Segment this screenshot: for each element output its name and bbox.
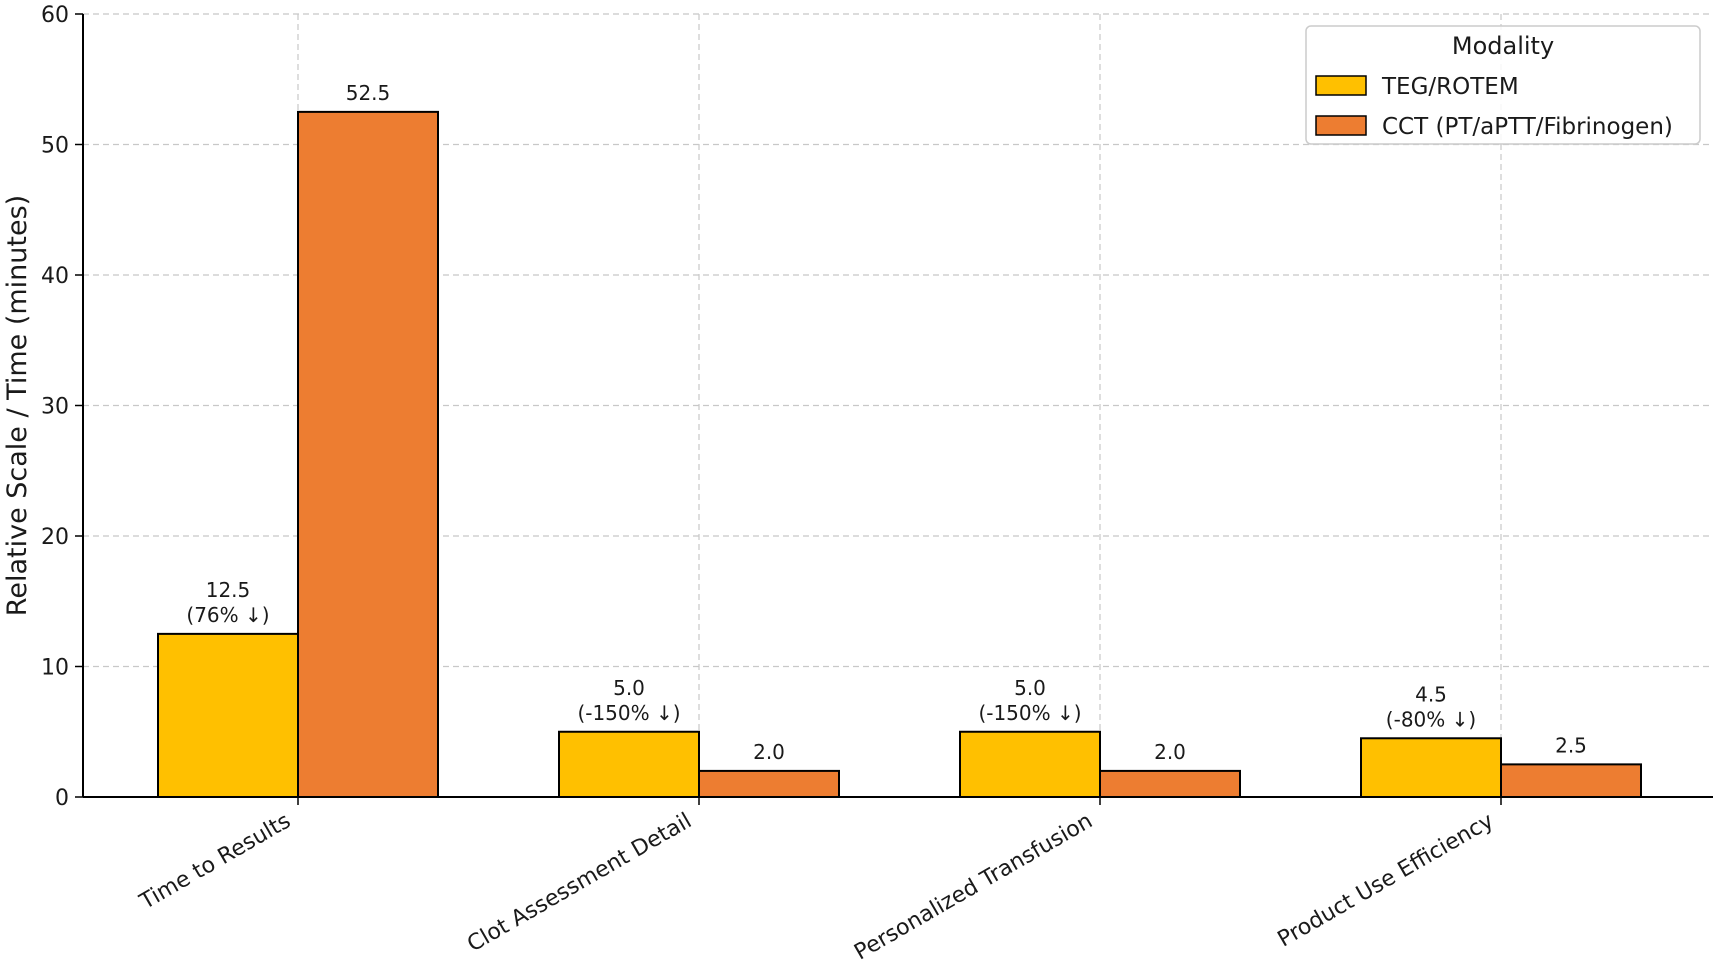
data-label: (-150% ↓) (577, 701, 680, 725)
bars (157, 110, 1642, 799)
data-label: (76% ↓) (186, 603, 269, 627)
data-label: 2.0 (1154, 740, 1186, 764)
legend-title: Modality (1452, 32, 1554, 60)
legend-box (1305, 25, 1701, 145)
x-tick-label: Clot Assessment Detail (463, 809, 696, 958)
legend-swatch (1315, 115, 1367, 136)
bar-teg-rotem-3[interactable] (1360, 737, 1502, 799)
data-label: (-150% ↓) (978, 701, 1081, 725)
y-tick-label: 20 (41, 525, 69, 550)
data-label: 2.0 (753, 740, 785, 764)
data-label: 5.0 (1014, 676, 1046, 700)
y-tick-label: 40 (41, 264, 69, 289)
bar-teg-rotem-1[interactable] (558, 730, 700, 798)
y-tick-label: 10 (41, 656, 69, 681)
data-labels: 12.5(76% ↓)5.0(-150% ↓)5.0(-150% ↓)4.5(-… (186, 81, 1587, 764)
legend-label: TEG/ROTEM (1381, 74, 1519, 100)
legend-items: TEG/ROTEM CCT (PT/aPTT/Fibrinogen) (1315, 74, 1673, 140)
legend[interactable]: Modality TEG/ROTEM CCT (PT/aPTT/Fibrinoge… (1305, 25, 1701, 145)
y-tick-label: 60 (41, 3, 69, 28)
bar-cct-3[interactable] (1500, 763, 1642, 798)
bar-cct-2[interactable] (1099, 769, 1241, 799)
data-label: 4.5 (1415, 682, 1447, 706)
x-tick-label: Product Use Efficiency (1274, 809, 1498, 953)
bar-teg-rotem-2[interactable] (959, 730, 1101, 798)
data-label: 5.0 (613, 676, 645, 700)
x-tick-label: Personalized Transfusion (850, 809, 1097, 966)
data-label: 12.5 (206, 578, 251, 602)
bar-cct-0[interactable] (297, 110, 439, 798)
data-label: (-80% ↓) (1386, 707, 1476, 731)
legend-label: CCT (PT/aPTT/Fibrinogen) (1382, 114, 1673, 140)
y-tick-label: 0 (55, 786, 69, 811)
legend-swatch (1315, 75, 1367, 96)
data-label: 2.5 (1555, 733, 1587, 757)
bar-teg-rotem-0[interactable] (157, 632, 299, 798)
x-tick-label: Time to Results (135, 809, 295, 916)
x-ticks: Time to Results Clot Assessment Detail Per… (135, 797, 1502, 966)
y-tick-label: 50 (41, 134, 69, 159)
data-label: 52.5 (346, 81, 391, 105)
y-tick-label: 30 (41, 395, 69, 420)
bar-cct-1[interactable] (698, 769, 840, 799)
y-axis-title: Relative Scale / Time (minutes) (2, 195, 33, 616)
y-ticks: 0 10 20 30 40 50 60 (41, 3, 83, 811)
